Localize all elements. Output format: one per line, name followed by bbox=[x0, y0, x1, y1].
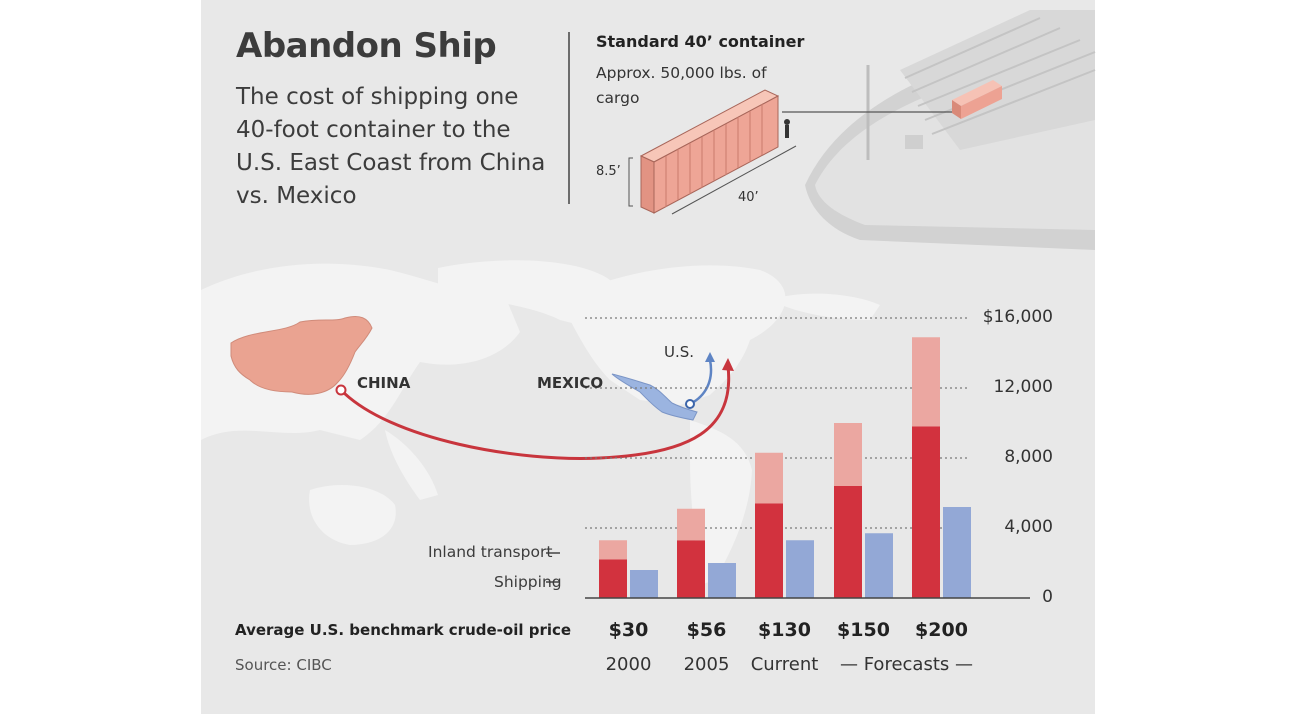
bar-china-shipping bbox=[912, 426, 940, 598]
x-category-label: 2000 bbox=[605, 654, 652, 675]
page-title: Abandon Ship bbox=[236, 26, 497, 66]
bar-china-inland bbox=[755, 452, 783, 504]
bar-china-shipping bbox=[599, 559, 627, 598]
bar-china-shipping bbox=[755, 503, 783, 598]
us-label: U.S. bbox=[664, 343, 695, 361]
oil-price-label: Average U.S. benchmark crude-oil price bbox=[235, 621, 572, 639]
oil-price-value: $56 bbox=[686, 619, 727, 641]
container-height-label: 8.5’ bbox=[596, 164, 621, 179]
mexico-map-shape bbox=[611, 373, 698, 421]
container-length-label: 40’ bbox=[738, 190, 759, 205]
mexico-label: MEXICO bbox=[537, 374, 604, 392]
china-route-arrow bbox=[722, 358, 734, 371]
china-label: CHINA bbox=[357, 374, 411, 392]
y-tick-label: 8,000 bbox=[1004, 447, 1053, 467]
oil-price-value: $200 bbox=[915, 619, 968, 641]
oil-price-value: $150 bbox=[837, 619, 890, 641]
y-tick-label: 4,000 bbox=[1004, 517, 1053, 537]
y-tick-label: $16,000 bbox=[982, 307, 1053, 327]
bar-mexico bbox=[786, 540, 814, 598]
mexico-port-marker bbox=[685, 399, 695, 409]
bar-mexico bbox=[708, 563, 736, 598]
china-route-line bbox=[339, 365, 731, 460]
oil-price-value: $130 bbox=[758, 619, 811, 641]
bar-china-inland bbox=[677, 508, 705, 541]
y-tick-label: 0 bbox=[1042, 587, 1053, 607]
oil-price-value: $30 bbox=[608, 619, 649, 641]
china-port-marker bbox=[335, 384, 347, 396]
source-note: Source: CIBC bbox=[235, 656, 332, 674]
bar-china-shipping bbox=[834, 486, 862, 598]
bar-china-shipping bbox=[677, 540, 705, 598]
page-subtitle: The cost of shipping one 40-foot contain… bbox=[236, 84, 546, 209]
ship-illustration bbox=[805, 10, 1096, 250]
legend-shipping-label: Shipping bbox=[494, 573, 562, 591]
forecasts-label: — Forecasts — bbox=[840, 654, 973, 675]
bar-china-inland bbox=[834, 423, 862, 486]
chart-bars bbox=[599, 337, 971, 598]
mexico-route-arrow bbox=[705, 352, 715, 362]
bar-mexico bbox=[865, 533, 893, 598]
x-category-label: 2005 bbox=[683, 654, 730, 675]
header-divider bbox=[568, 32, 570, 204]
bar-china-inland bbox=[912, 337, 940, 427]
ship-container-icon bbox=[952, 80, 1002, 119]
container-illustration bbox=[628, 89, 797, 215]
legend-inland-label: Inland transport bbox=[428, 543, 553, 561]
container-subtitle: Approx. 50,000 lbs. of cargo bbox=[596, 64, 767, 107]
bar-china-inland bbox=[599, 540, 627, 560]
bar-mexico bbox=[630, 570, 658, 598]
x-category-label: Current bbox=[750, 654, 819, 675]
container-title: Standard 40’ container bbox=[596, 32, 805, 51]
y-tick-label: 12,000 bbox=[993, 377, 1053, 397]
china-map-shape bbox=[230, 315, 373, 395]
world-map bbox=[201, 260, 880, 585]
bar-mexico bbox=[943, 507, 971, 598]
